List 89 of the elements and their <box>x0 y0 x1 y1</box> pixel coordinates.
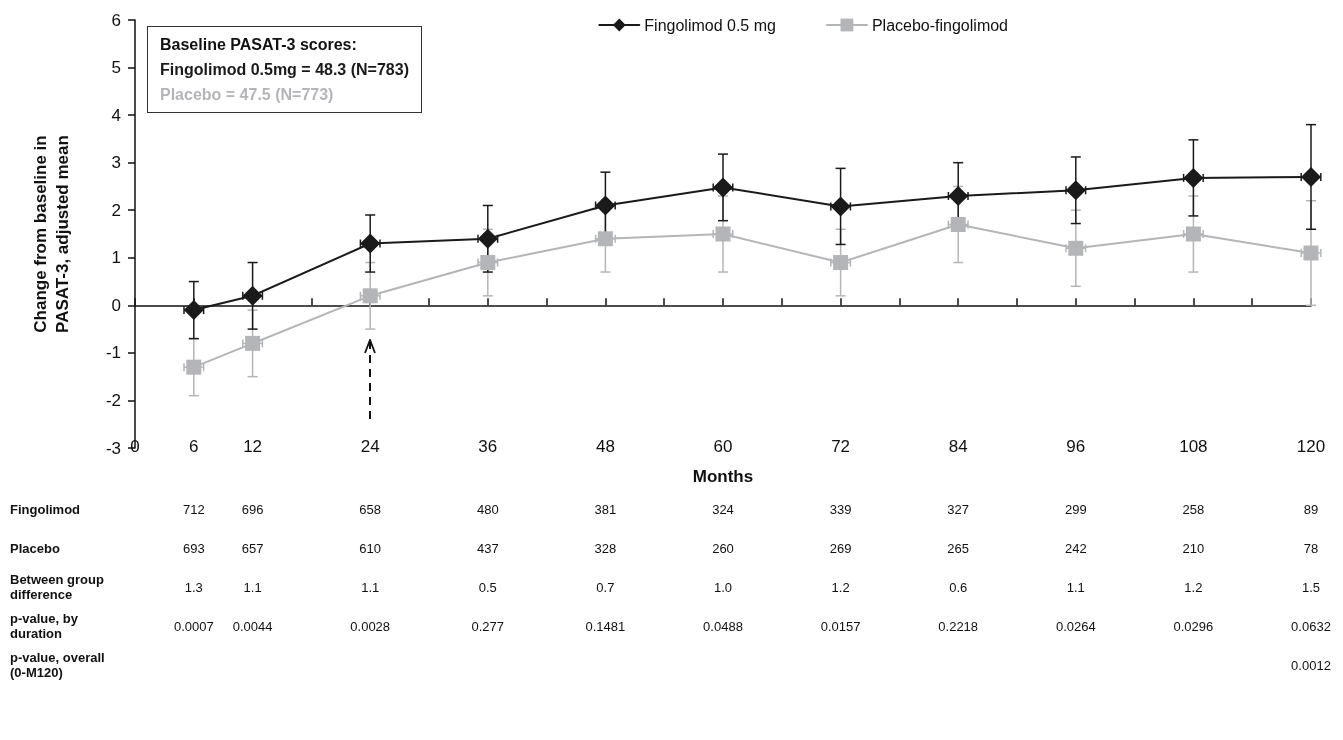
text: 0.0157 <box>820 618 861 634</box>
point <box>1183 167 1204 188</box>
point <box>948 185 969 206</box>
text: 0.0632 <box>1291 618 1331 634</box>
x-tick-label: 72 <box>831 437 851 456</box>
y-tick-label: 5 <box>111 58 121 78</box>
y-tick-label: 6 <box>111 10 121 30</box>
text: 0.1481 <box>585 618 626 634</box>
legend-label: Placebo-fingolimod <box>871 16 1008 34</box>
text: 0.0028 <box>350 618 391 634</box>
text: 1.5 <box>1301 579 1321 595</box>
text: 0.0488 <box>703 618 743 634</box>
point <box>713 177 733 198</box>
category-label: Fingolimod <box>10 501 81 517</box>
x-tick-label: 120 <box>1296 437 1326 456</box>
y-tick-label: -2 <box>105 390 121 410</box>
point <box>595 195 616 216</box>
text: 0.6 <box>949 579 968 595</box>
text: 610 <box>359 540 382 556</box>
y-tick-label: 3 <box>111 153 121 173</box>
y-tick-label: 1 <box>111 248 121 268</box>
x-tick-label: 60 <box>713 437 733 456</box>
text: 0.0044 <box>232 618 273 634</box>
x-tick-label: 12 <box>243 437 263 456</box>
text: 1.1 <box>1066 579 1085 595</box>
x-tick-label: 24 <box>360 437 380 456</box>
text: 0.7 <box>596 579 615 595</box>
text: 381 <box>594 501 617 517</box>
text: 265 <box>947 540 970 556</box>
text: 1.2 <box>831 579 850 595</box>
text: 437 <box>476 540 499 556</box>
y-tick-label: 4 <box>111 105 121 125</box>
text: 299 <box>1064 501 1087 517</box>
point <box>360 233 381 254</box>
text: 1.2 <box>1184 579 1203 595</box>
x-tick-label: 96 <box>1066 437 1086 456</box>
text: 0.0012 <box>1291 657 1331 673</box>
point <box>1301 166 1321 187</box>
x-tick-label: 36 <box>478 437 498 456</box>
text: 0.2218 <box>938 618 979 634</box>
annotation: Fingolimod 0.5mg = 48.3 (N=783) <box>160 60 409 80</box>
text: 78 <box>1303 540 1319 556</box>
category-label: p-value, overall (0-M120) <box>10 650 105 680</box>
point <box>183 300 204 321</box>
legend-label: Fingolimod 0.5 mg <box>644 16 776 34</box>
text: 0.5 <box>478 579 497 595</box>
text: 269 <box>829 540 852 556</box>
x-tick-label: 84 <box>948 437 968 456</box>
text: 89 <box>1303 501 1319 517</box>
y-tick-label: 0 <box>111 295 121 315</box>
point <box>1065 180 1086 201</box>
category-label: p-value, by duration <box>10 611 78 641</box>
text: 1.1 <box>361 579 380 595</box>
text: 712 <box>182 501 205 517</box>
y-axis-title: Change from baseline in PASAT-3, adjusted mean <box>30 135 72 333</box>
x-tick-label: 108 <box>1179 437 1208 456</box>
x-axis-title: Months <box>692 467 754 486</box>
text: 210 <box>1182 540 1205 556</box>
text: 0.277 <box>471 618 505 634</box>
category-label: Between group difference <box>10 572 104 602</box>
text: 242 <box>1064 540 1087 556</box>
point <box>830 196 851 217</box>
y-tick-label: 2 <box>111 200 121 220</box>
text: 258 <box>1182 501 1205 517</box>
category-label: Placebo <box>10 540 60 556</box>
text: 657 <box>241 540 264 556</box>
text: 324 <box>712 501 734 517</box>
text: 0.0296 <box>1173 618 1214 634</box>
x-tick-label: 48 <box>595 437 615 456</box>
text: 1.0 <box>713 579 733 595</box>
point <box>242 285 263 306</box>
text: 328 <box>594 540 617 556</box>
point <box>477 228 498 249</box>
x-tick-label: 6 <box>189 437 199 456</box>
text: 0.0007 <box>173 618 214 634</box>
text: 339 <box>829 501 852 517</box>
text: 696 <box>241 501 264 517</box>
text: 693 <box>182 540 205 556</box>
text: 0.0264 <box>1055 618 1096 634</box>
text: 260 <box>712 540 734 556</box>
text: 1.1 <box>243 579 262 595</box>
annotation: Placebo = 47.5 (N=773) <box>160 85 335 105</box>
y-tick-label: -1 <box>105 343 121 363</box>
y-tick-label: -3 <box>105 438 121 458</box>
text: 480 <box>476 501 499 517</box>
text: 658 <box>359 501 382 517</box>
text: 1.3 <box>184 579 203 595</box>
annotation: Baseline PASAT-3 scores: <box>160 35 358 55</box>
text: 327 <box>947 501 970 517</box>
